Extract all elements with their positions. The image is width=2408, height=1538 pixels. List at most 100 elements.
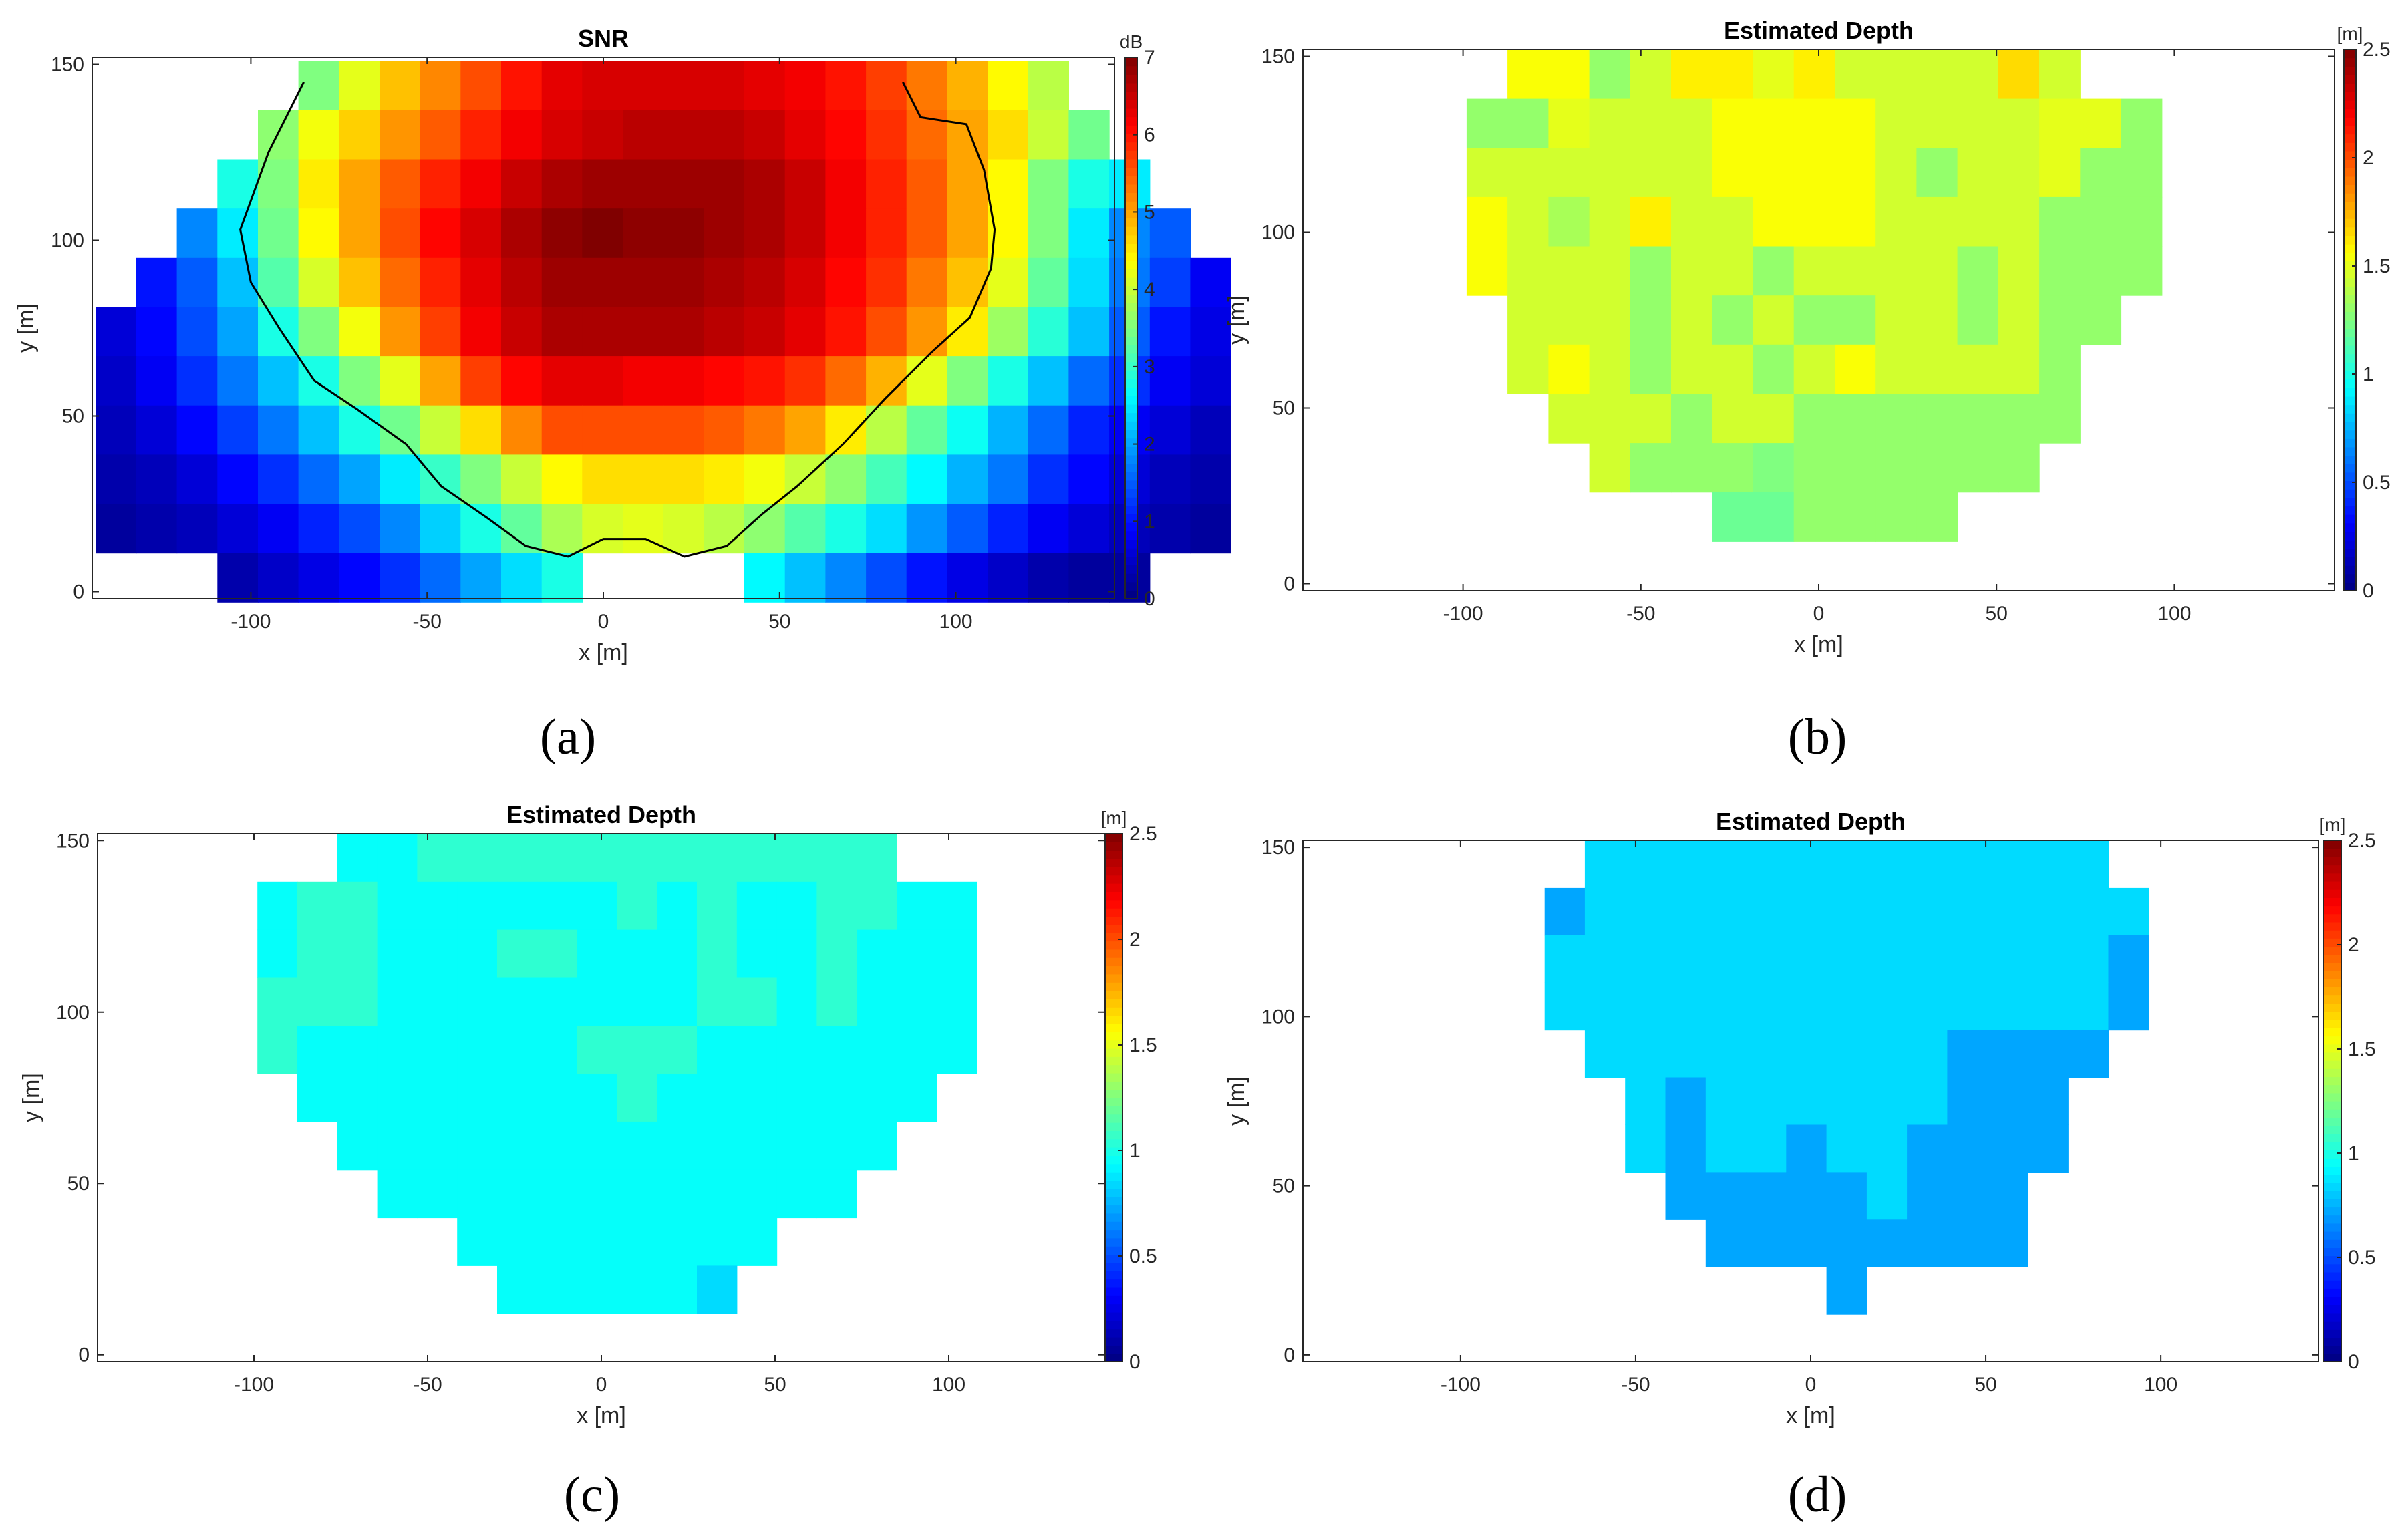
heatmap-cell: [1786, 840, 1827, 889]
y-tick-label: 0: [1284, 573, 1295, 595]
heatmap-cell: [816, 1074, 857, 1122]
colorbar-segment: [1125, 396, 1137, 405]
colorbar-segment: [2324, 1321, 2341, 1330]
colorbar-tick-label: 1: [1129, 1140, 1141, 1162]
heatmap-cell: [1957, 443, 1999, 493]
colorbar-unit-label: [m]: [2320, 814, 2346, 835]
heatmap-cell: [736, 1074, 778, 1122]
colorbar-segment: [2344, 548, 2356, 557]
heatmap-cell: [1712, 344, 1754, 394]
heatmap-cell: [906, 454, 947, 504]
heatmap-cell: [736, 1217, 778, 1266]
x-tick-label: -50: [413, 611, 442, 633]
heatmap-cell: [176, 504, 218, 554]
colorbar-segment: [1125, 378, 1137, 388]
heatmap-cell: [1190, 257, 1231, 307]
heatmap-cell: [1149, 307, 1191, 357]
colorbar-segment: [2324, 881, 2341, 890]
x-tick-label: 0: [596, 1374, 607, 1396]
heatmap-cell: [784, 553, 826, 603]
heatmap-cell: [136, 356, 178, 406]
heatmap-cell: [582, 61, 623, 111]
heatmap-cell: [1625, 982, 1666, 1031]
heatmap-cell: [497, 1121, 538, 1171]
heatmap-cell: [1507, 49, 1549, 100]
heatmap-cell: [1028, 553, 1069, 603]
heatmap-cell: [816, 881, 857, 931]
heatmap-cell: [339, 356, 380, 406]
colorbar-segment: [2344, 66, 2356, 75]
heatmap-cell: [1786, 1219, 1827, 1267]
heatmap-cell: [1793, 246, 1835, 296]
colorbar-tick-label: 0.5: [2348, 1247, 2376, 1269]
colorbar-tick-label: 0: [1129, 1351, 1141, 1373]
heatmap-cell: [906, 307, 947, 357]
heatmap-cell: [1866, 1077, 1908, 1125]
heatmap-cell: [2121, 98, 2163, 148]
heatmap-cell: [617, 834, 657, 883]
colorbar-segment: [2324, 1223, 2341, 1232]
heatmap-cell: [816, 929, 857, 978]
heatmap-cell: [1987, 887, 2028, 936]
heatmap-cell: [1753, 196, 1795, 247]
x-tick-label: 50: [1986, 603, 2008, 625]
heatmap-cell: [947, 61, 988, 111]
colorbar-segment: [2324, 1011, 2341, 1020]
colorbar-segment: [2344, 573, 2356, 583]
colorbar-segment: [1105, 1048, 1122, 1057]
heatmap-cell: [1947, 935, 1988, 983]
heatmap-cell: [697, 1074, 738, 1122]
heatmap-cell: [1507, 98, 1549, 148]
heatmap-cells: [96, 61, 1231, 603]
panel-label: (b): [1788, 709, 1847, 765]
heatmap-cell: [1907, 840, 1948, 889]
heatmap-cell: [1753, 246, 1795, 296]
heatmap-cell: [816, 1121, 857, 1171]
colorbar-segment: [1125, 412, 1137, 422]
y-tick-label: 50: [1273, 397, 1295, 419]
colorbar-segment: [1105, 1089, 1122, 1098]
colorbar-segment: [2344, 168, 2356, 177]
heatmap-cell: [776, 1121, 817, 1171]
heatmap-cell: [1705, 982, 1747, 1031]
heatmap-cell: [380, 208, 421, 259]
heatmap-cell: [776, 1026, 817, 1074]
colorbar-tick-label: 2: [2348, 934, 2359, 956]
heatmap-cell: [897, 1074, 937, 1122]
heatmap-cell: [857, 1121, 897, 1171]
heatmap-cell: [1916, 196, 1958, 247]
heatmap-cell: [1875, 295, 1917, 345]
colorbar-segment: [2344, 100, 2356, 110]
heatmap-cell: [377, 1121, 418, 1171]
colorbar-segment: [2344, 421, 2356, 431]
heatmap-cell: [497, 1217, 538, 1266]
colorbar-segment: [1125, 74, 1137, 84]
colorbar-segment: [1105, 875, 1122, 884]
heatmap-cell: [617, 1074, 657, 1122]
heatmap-cell: [1507, 196, 1549, 247]
heatmap-cell: [2039, 148, 2081, 198]
heatmap-cell: [1466, 98, 1508, 148]
colorbar-segment: [2324, 1288, 2341, 1297]
colorbar: 0 0.5 1 1.5 2 2.5[m]: [2320, 814, 2376, 1373]
colorbar-segment: [1105, 1147, 1122, 1156]
heatmap-cell: [936, 1026, 977, 1074]
colorbar-segment: [1125, 150, 1137, 160]
heatmap-cell: [1712, 98, 1754, 148]
colorbar-segment: [1125, 345, 1137, 354]
heatmap-cell: [784, 208, 826, 259]
heatmap-cell: [1028, 454, 1069, 504]
heatmap-cell: [541, 405, 583, 455]
colorbar-segment: [2344, 514, 2356, 524]
heatmap-cell: [1826, 887, 1867, 936]
colorbar-segment: [2324, 1092, 2341, 1102]
heatmap-cell: [1589, 49, 1631, 100]
heatmap-cell: [339, 159, 380, 209]
heatmap-cell: [258, 454, 299, 504]
colorbar-segment: [2344, 134, 2356, 143]
heatmap-cell: [1712, 443, 1754, 493]
colorbar-segment: [1105, 1015, 1122, 1024]
colorbar-segment: [1125, 209, 1137, 219]
colorbar-segment: [2324, 865, 2341, 874]
heatmap-cell: [1466, 148, 1508, 198]
